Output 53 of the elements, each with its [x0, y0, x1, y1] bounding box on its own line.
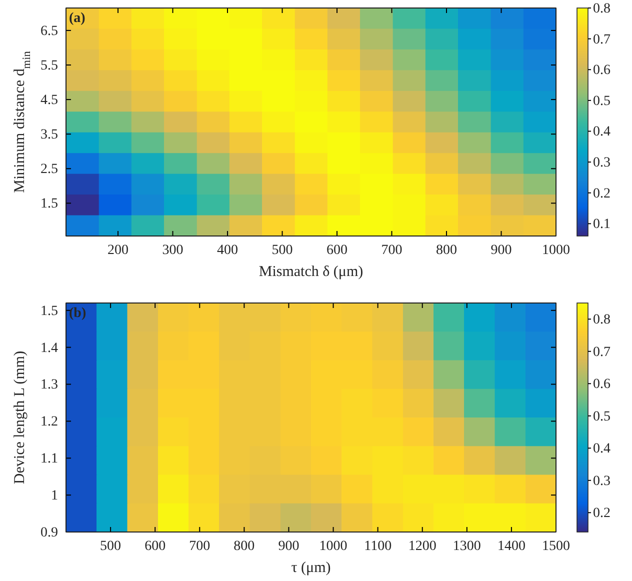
color-bar-label: 0.4	[593, 442, 610, 457]
x-tick-label: 200	[108, 242, 129, 258]
color-bar-label: 0.6	[593, 377, 610, 392]
color-bar-label: 0.2	[593, 186, 610, 202]
chart-title: (a)	[69, 11, 86, 26]
y-tick-label: 1.5	[40, 196, 58, 212]
x-tick-label: 500	[272, 242, 293, 258]
x-tick-label: 900	[278, 538, 300, 554]
y-tick-label: 1.3	[40, 378, 58, 393]
x-tick-label: 400	[217, 242, 238, 258]
y-tick-label: 5.5	[40, 58, 58, 74]
x-tick-label: 1500	[542, 538, 570, 554]
y-tick-label: 6.5	[40, 24, 58, 39]
color-bar-label: 0.3	[593, 474, 610, 489]
color-bar-label: 0.8	[593, 1, 610, 16]
color-bar-label: 0.4	[593, 124, 610, 140]
x-axis-title: Mismatch δ (μm)	[258, 264, 364, 280]
y-tick-label: 4.5	[40, 93, 58, 108]
x-tick-label: 900	[490, 242, 512, 258]
chart-title: (b)	[69, 306, 86, 321]
color-bar-label: 0.1	[593, 217, 610, 232]
y-axis-title: Device length L (mm)	[12, 350, 28, 484]
color-bar-label: 0.8	[593, 312, 610, 328]
color-bar-label: 0.7	[593, 344, 610, 360]
y-tick-label: 1.4	[40, 340, 58, 356]
color-bar-label: 0.5	[593, 409, 610, 424]
x-tick-label: 800	[436, 242, 458, 258]
y-tick-label: 1.2	[40, 414, 58, 430]
color-bar-label: 0.3	[593, 156, 610, 171]
x-tick-label: 800	[234, 538, 255, 554]
x-tick-label: 700	[189, 538, 210, 554]
x-tick-label: 500	[100, 538, 122, 554]
y-tick-label: 3.5	[40, 128, 58, 143]
x-tick-label: 1100	[364, 538, 392, 554]
x-tick-label: 700	[381, 242, 402, 258]
y-tick-label: 1	[51, 488, 58, 504]
x-tick-label: 1300	[452, 538, 481, 554]
x-tick-label: 1400	[497, 538, 526, 554]
x-axis-title: τ (μm)	[291, 560, 331, 576]
x-tick-label: 300	[162, 242, 184, 258]
color-bar-label: 0.2	[593, 506, 610, 522]
x-tick-label: 1200	[408, 538, 436, 554]
x-tick-label: 1000	[319, 538, 348, 554]
color-bar-label: 0.6	[593, 63, 610, 78]
color-bar-label: 0.5	[593, 94, 610, 109]
y-tick-label: 1.1	[40, 452, 58, 467]
y-tick-label: 2.5	[40, 162, 58, 178]
color-bar-label: 0.7	[593, 32, 610, 48]
y-tick-label: 0.9	[40, 525, 58, 540]
x-tick-label: 600	[144, 538, 166, 554]
x-tick-label: 1000	[542, 242, 570, 258]
x-tick-label: 600	[326, 242, 348, 258]
y-tick-label: 1.5	[40, 304, 58, 319]
